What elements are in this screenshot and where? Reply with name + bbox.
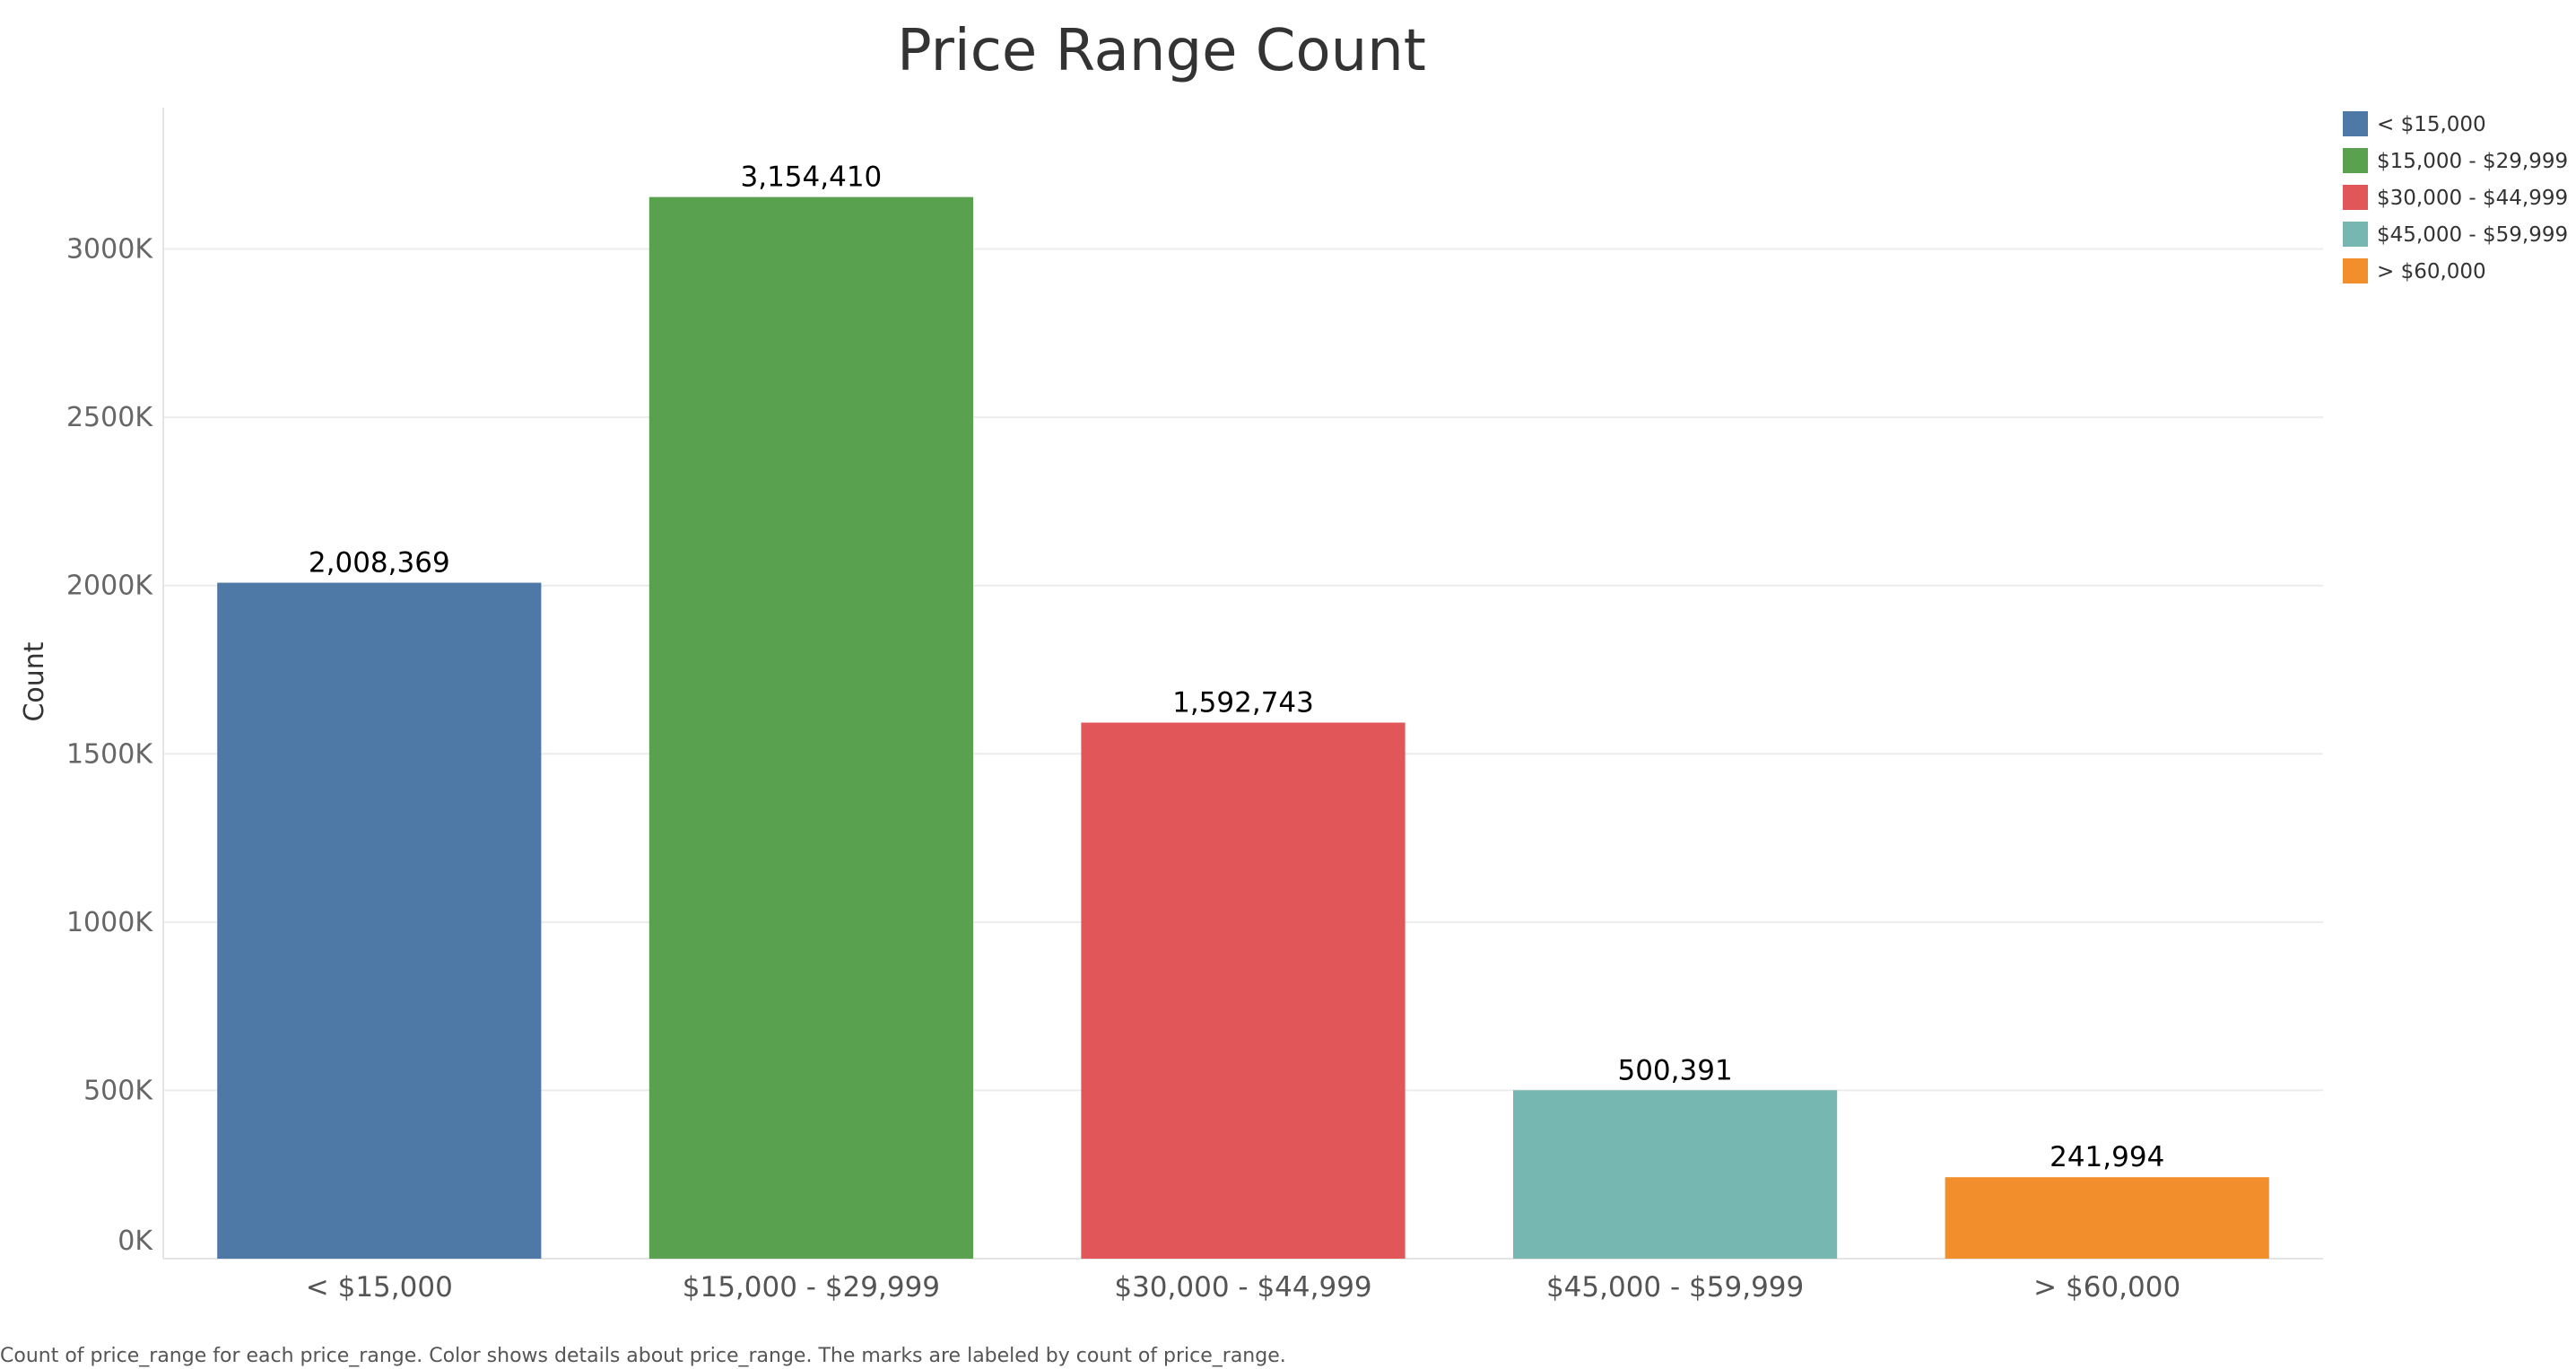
x-axis-ticks: < $15,000 $15,000 - $29,999 $30,000 - $44,… [306, 1271, 2180, 1304]
legend: < $15,000 $15,000 - $29,999 $30,000 - $44,… [2343, 111, 2568, 283]
x-tick-label: $30,000 - $44,999 [1114, 1271, 1371, 1304]
chart-caption: Count of price_range for each price_rang… [0, 1345, 1286, 1367]
y-tick-label: 3000K [66, 234, 153, 266]
bar [1081, 722, 1405, 1259]
legend-label: $30,000 - $44,999 [2377, 187, 2568, 210]
y-tick-label: 2500K [66, 402, 153, 433]
y-tick-label: 500K [83, 1075, 153, 1106]
data-label: 500,391 [1617, 1054, 1732, 1086]
legend-label: < $15,000 [2377, 113, 2486, 136]
y-tick-label: 0K [117, 1225, 153, 1257]
legend-swatch [2343, 148, 2368, 173]
data-label: 1,592,743 [1172, 686, 1314, 719]
y-axis-ticks: 0K 500K 1000K 1500K 2000K 2500K 3000K [66, 234, 153, 1257]
bar [1945, 1177, 2269, 1259]
bar [217, 582, 542, 1259]
y-tick-label: 1500K [66, 738, 153, 770]
bars [217, 196, 2269, 1259]
x-tick-label: < $15,000 [306, 1271, 453, 1304]
y-axis-label: Count [19, 641, 50, 721]
legend-swatch [2343, 222, 2368, 247]
data-label: 3,154,410 [741, 161, 883, 194]
y-tick-label: 1000K [66, 907, 153, 938]
data-label: 241,994 [2049, 1141, 2164, 1173]
legend-swatch [2343, 111, 2368, 136]
data-labels: 2,008,369 3,154,410 1,592,743 500,391 241,99… [309, 161, 2164, 1174]
legend-swatch [2343, 185, 2368, 210]
bar [1513, 1090, 1838, 1259]
chart-title: Price Range Count [897, 18, 1426, 84]
y-tick-label: 2000K [66, 571, 153, 602]
x-tick-label: > $60,000 [2033, 1271, 2180, 1304]
legend-swatch [2343, 258, 2368, 283]
x-tick-label: $45,000 - $59,999 [1546, 1271, 1804, 1304]
x-tick-label: $15,000 - $29,999 [683, 1271, 940, 1304]
bar [648, 196, 973, 1259]
legend-label: > $60,000 [2377, 260, 2486, 283]
data-label: 2,008,369 [309, 547, 450, 580]
legend-label: $15,000 - $29,999 [2377, 150, 2568, 173]
legend-label: $45,000 - $59,999 [2377, 223, 2568, 247]
